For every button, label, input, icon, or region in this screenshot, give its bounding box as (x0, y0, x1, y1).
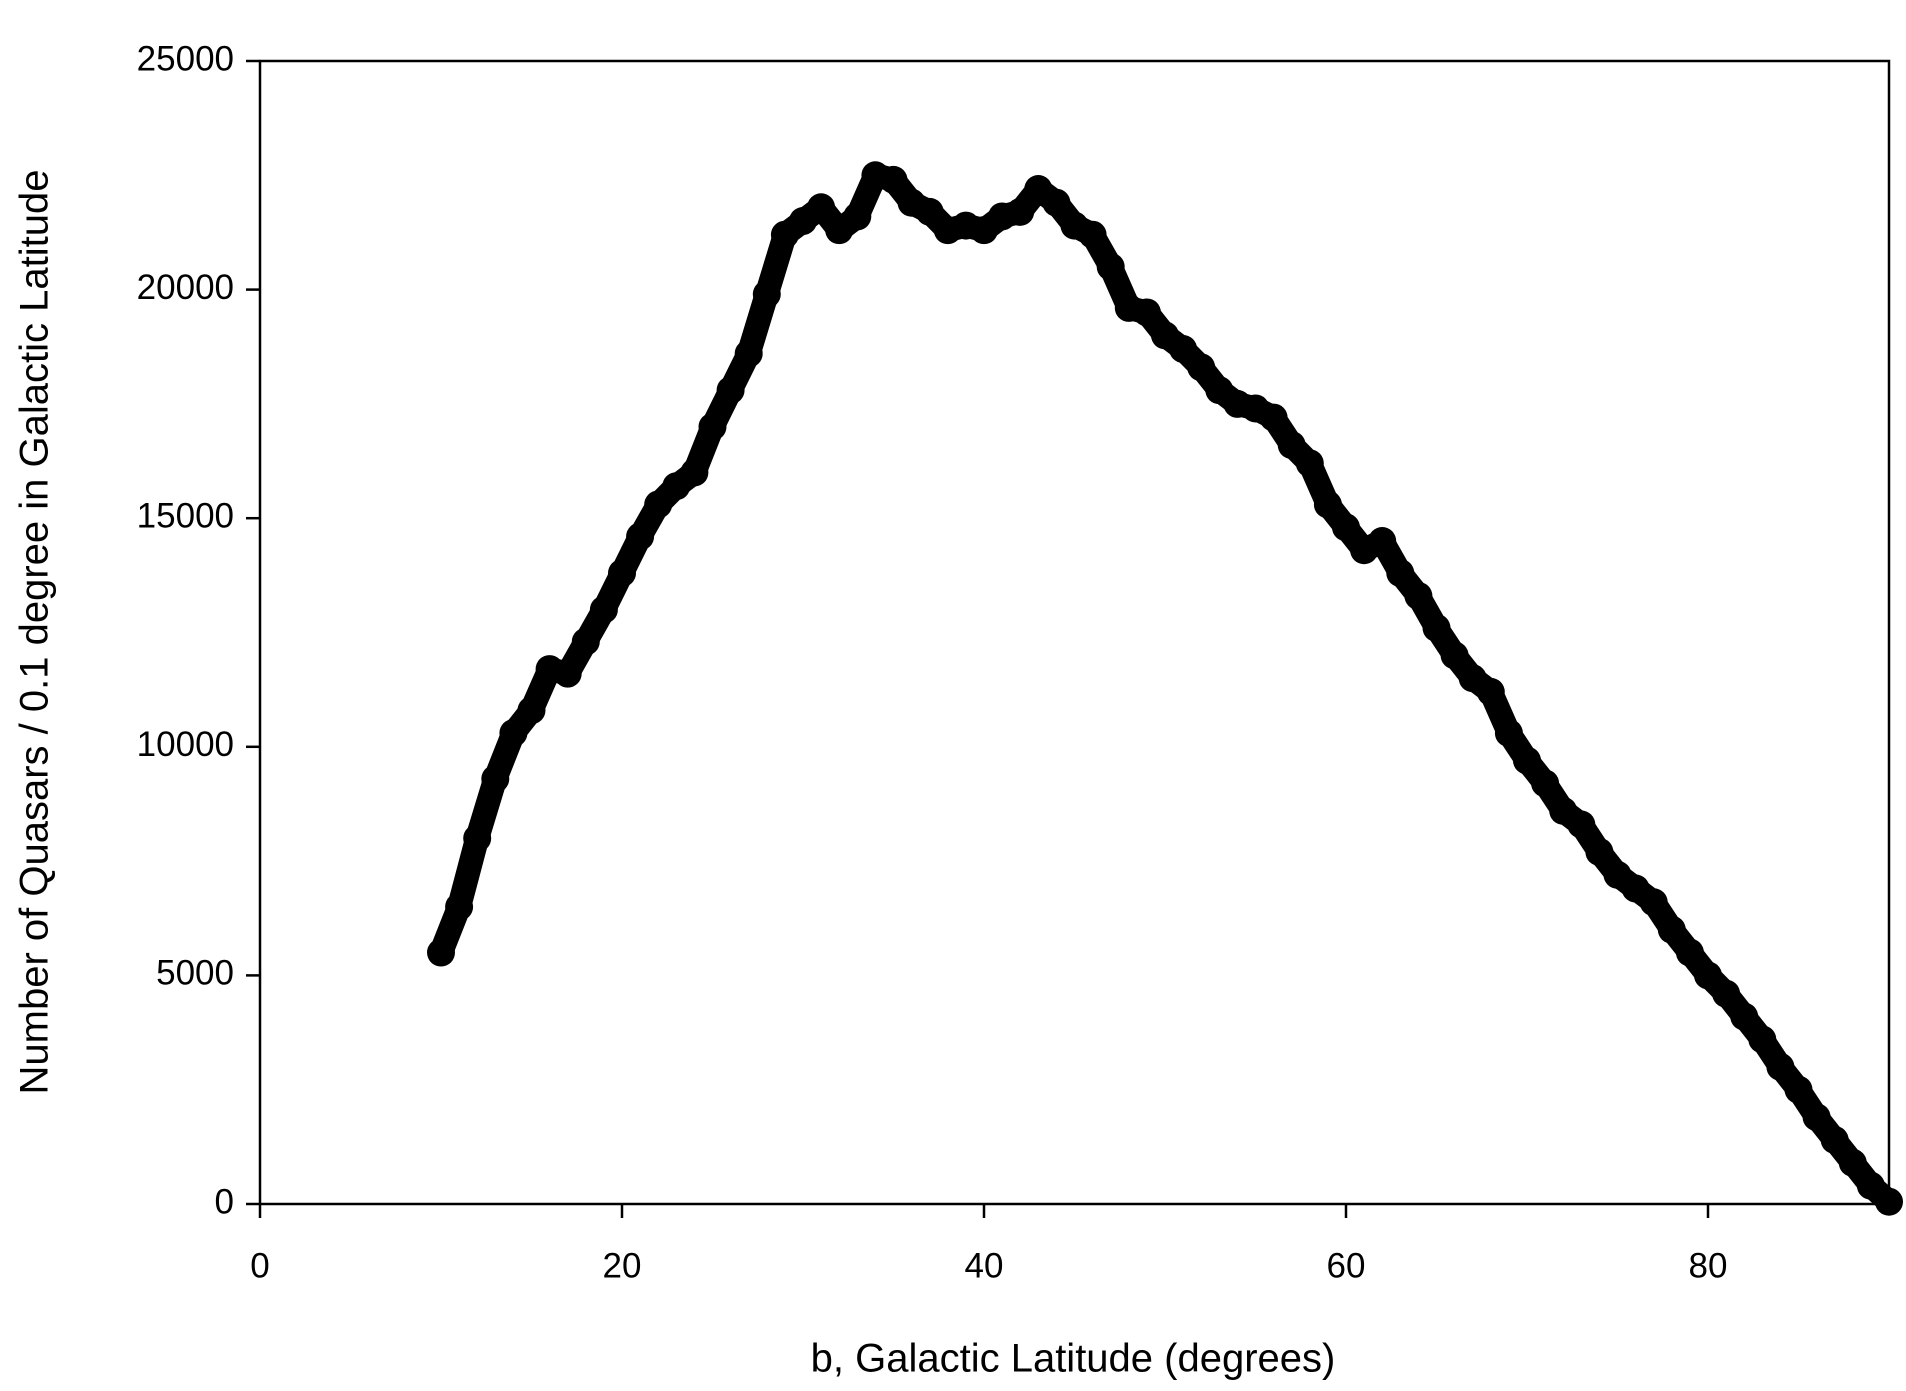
data-point (1639, 888, 1668, 917)
plot-frame (258, 59, 1891, 1206)
data-point (644, 490, 673, 519)
x-tick-label: 80 (1689, 1246, 1728, 1285)
data-point (1313, 490, 1342, 519)
data-point (517, 696, 546, 725)
x-axis-title: b, Galactic Latitude (degrees) (811, 1337, 1336, 1381)
data-point (626, 522, 655, 551)
y-axis-title: Number of Quasars / 0.1 degree in Galact… (13, 170, 57, 1095)
data-point (734, 339, 763, 368)
data-point (716, 376, 745, 405)
data-point (1784, 1075, 1813, 1104)
data-point (1332, 513, 1360, 542)
x-tick-label: 20 (603, 1246, 642, 1285)
data-point (571, 627, 600, 656)
data-point (589, 595, 618, 624)
x-tick-label: 40 (965, 1246, 1004, 1285)
data-point (1368, 527, 1397, 556)
data-point (1712, 979, 1741, 1008)
data-point (1838, 1148, 1867, 1177)
data-point (1078, 220, 1107, 249)
data-point (1675, 938, 1704, 967)
y-tick-label: 10000 (137, 725, 234, 764)
x-tick-label: 0 (250, 1246, 269, 1285)
data-point (1096, 252, 1125, 281)
data-point (1875, 1187, 1903, 1216)
data-point (1766, 1052, 1795, 1081)
data-point (1386, 559, 1415, 588)
data-point (807, 193, 836, 222)
data-point (427, 938, 455, 967)
data-point (915, 197, 944, 226)
data-point (1494, 719, 1523, 748)
data-point (1259, 403, 1288, 432)
data-point (1513, 746, 1541, 775)
data-point (843, 202, 872, 231)
data-point (1802, 1103, 1831, 1132)
data-point (1277, 431, 1306, 460)
y-tick-label: 5000 (156, 954, 234, 993)
y-tick-label: 25000 (137, 39, 234, 78)
data-point (1042, 188, 1071, 217)
y-tick-label: 20000 (137, 268, 234, 307)
data-point (1531, 769, 1560, 798)
data-point (879, 165, 908, 194)
data-point (1730, 1002, 1759, 1031)
data-point (1476, 677, 1505, 706)
data-point (1585, 837, 1614, 866)
data-point (608, 559, 636, 588)
data-point (553, 659, 582, 688)
data-point (1187, 353, 1216, 382)
data-point (752, 280, 781, 309)
data-point (1295, 449, 1324, 478)
data-point (698, 412, 727, 441)
data-point (481, 764, 510, 793)
y-tick-label: 15000 (137, 496, 234, 535)
data-point (1694, 961, 1722, 990)
data-point (463, 824, 492, 853)
data-point (499, 719, 528, 748)
data-point (1657, 915, 1686, 944)
data-point (1748, 1025, 1777, 1054)
data-point (1404, 581, 1433, 610)
data-point (1820, 1125, 1849, 1154)
data-point (1006, 197, 1035, 226)
data-point (445, 892, 474, 921)
data-point (1440, 641, 1469, 670)
data-point (680, 458, 709, 487)
y-tick-label: 0 (215, 1182, 234, 1221)
data-point (1132, 298, 1161, 327)
data-point (1422, 613, 1451, 642)
x-tick-label: 60 (1327, 1246, 1366, 1285)
data-point (1856, 1171, 1885, 1200)
data-point (1169, 335, 1198, 364)
data-point (1567, 810, 1596, 839)
